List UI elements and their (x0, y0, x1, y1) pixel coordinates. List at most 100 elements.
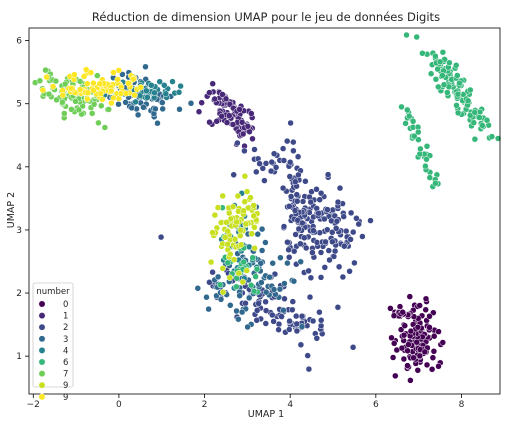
data-point (285, 254, 293, 261)
data-point (88, 110, 96, 117)
data-point (110, 69, 117, 76)
data-point (235, 315, 242, 323)
data-point (80, 73, 88, 80)
data-point (94, 72, 101, 79)
data-point (234, 139, 241, 147)
data-point (269, 259, 276, 267)
data-point (45, 90, 53, 98)
data-point (286, 203, 293, 210)
data-point (234, 192, 242, 200)
data-point (253, 168, 260, 176)
data-point (479, 122, 486, 129)
data-point (347, 209, 355, 217)
legend-label: 9 (63, 393, 68, 403)
data-point (305, 267, 312, 275)
data-point (203, 293, 210, 301)
legend-marker (38, 346, 46, 354)
data-point (130, 75, 137, 83)
series-9 (39, 66, 144, 107)
data-point (224, 240, 231, 248)
data-point (411, 132, 418, 140)
data-point (398, 344, 406, 352)
data-point (151, 89, 158, 97)
data-point (159, 99, 166, 106)
data-point (246, 128, 253, 135)
data-point (432, 180, 439, 187)
data-point (275, 320, 283, 328)
data-point (293, 327, 301, 335)
data-point (261, 177, 268, 184)
data-point (209, 80, 216, 87)
legend-label: 6 (63, 358, 68, 368)
data-point (400, 331, 408, 339)
data-point (140, 104, 147, 111)
data-point (238, 119, 246, 126)
data-point (287, 119, 294, 127)
data-point (101, 124, 109, 131)
data-point (240, 258, 247, 266)
y-tick-label: 6 (16, 37, 22, 47)
data-point (251, 146, 258, 153)
data-point (61, 80, 69, 88)
y-tick-label: 3 (16, 226, 22, 236)
data-point (428, 366, 436, 373)
data-point (488, 133, 496, 140)
data-point (398, 103, 405, 111)
data-point (292, 178, 299, 185)
legend-marker (38, 312, 46, 320)
data-point (211, 95, 218, 103)
data-point (214, 273, 222, 281)
data-point (471, 135, 479, 143)
data-point (413, 338, 420, 346)
data-point (255, 300, 262, 307)
data-point (293, 191, 301, 198)
data-point (76, 86, 84, 93)
series-1 (195, 80, 256, 150)
data-point (250, 212, 257, 220)
data-point (262, 288, 270, 296)
legend-marker (38, 300, 46, 308)
data-point (290, 277, 298, 285)
data-point (341, 242, 348, 250)
data-point (223, 119, 231, 126)
data-point (169, 78, 176, 85)
legend-label: 9 (63, 381, 68, 391)
data-point (270, 286, 278, 293)
data-point (390, 340, 398, 347)
data-point (245, 294, 253, 302)
data-point (466, 112, 474, 119)
data-point (464, 97, 472, 104)
data-point (49, 83, 57, 90)
data-point (229, 203, 237, 210)
data-point (53, 96, 60, 104)
series-9 (207, 172, 261, 296)
data-point (313, 186, 320, 193)
data-point (206, 118, 213, 126)
data-point (405, 112, 413, 120)
data-point (290, 138, 297, 146)
data-point (301, 234, 308, 242)
x-tick-label: 8 (459, 400, 465, 410)
data-point (251, 244, 258, 252)
data-point (278, 313, 285, 320)
data-point (403, 31, 410, 39)
data-point (236, 106, 243, 113)
data-point (324, 171, 332, 178)
data-point (253, 265, 261, 273)
data-point (413, 33, 420, 41)
data-point (331, 247, 339, 255)
data-point (423, 156, 430, 163)
data-point (310, 227, 317, 234)
data-point (298, 312, 306, 320)
data-point (237, 241, 245, 248)
legend-label: 4 (63, 346, 68, 356)
data-point (299, 198, 307, 205)
data-point (434, 65, 441, 73)
data-point (316, 308, 323, 316)
data-point (281, 280, 288, 287)
data-point (248, 230, 256, 237)
data-point (454, 109, 462, 117)
data-point (72, 98, 79, 105)
data-point (90, 87, 97, 94)
x-tick-label: 4 (287, 400, 293, 410)
